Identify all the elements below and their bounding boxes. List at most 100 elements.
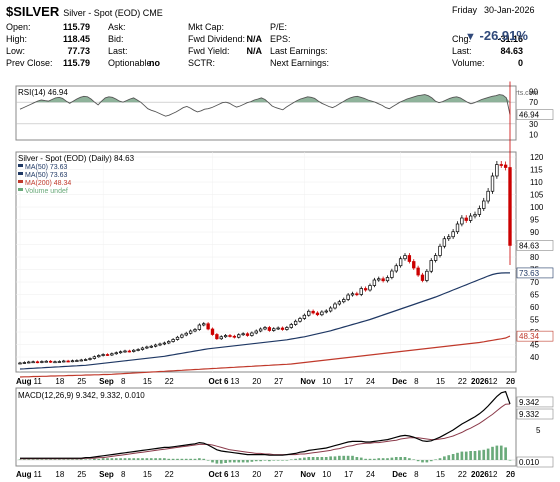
macd-x-axis-label: 27	[274, 470, 283, 479]
quote-label: Last:	[108, 46, 128, 56]
price-candle	[202, 323, 206, 326]
macd-histogram-bar	[193, 458, 197, 460]
quote-label: Open:	[6, 22, 31, 32]
price-candle	[350, 293, 355, 296]
x-axis-label: Dec	[392, 377, 407, 386]
macd-histogram-bar	[119, 458, 122, 460]
macd-histogram-bar	[241, 460, 245, 463]
x-axis-label: 26	[506, 377, 515, 386]
price-candle	[438, 245, 442, 256]
price-candle	[394, 265, 398, 272]
price-candle	[223, 335, 228, 338]
price-candle	[245, 333, 250, 336]
rsi-last-tag-box	[516, 109, 554, 120]
macd-histogram-bar	[167, 458, 171, 460]
quote-label: Chg:	[452, 34, 472, 44]
macd-histogram-bar	[44, 459, 48, 460]
price-candle	[355, 293, 359, 296]
rsi-line	[19, 94, 511, 117]
macd-histogram-bar	[49, 459, 52, 460]
macd-x-axis-label: 11	[34, 470, 43, 479]
macd-histogram-bar	[329, 456, 332, 460]
price-candle	[403, 255, 407, 260]
rsi-last-tag: 46.94	[519, 111, 540, 120]
macd-histogram-bar	[316, 457, 319, 460]
price-candle	[62, 360, 66, 363]
price-candle	[145, 346, 149, 349]
macd-histogram-bar	[307, 457, 311, 460]
price-candle	[276, 327, 280, 330]
macd-signal-tag: 9.332	[519, 410, 540, 419]
macd-histogram-bar	[136, 458, 140, 460]
price-candle	[53, 361, 57, 364]
legend-label: MA(50) 73.63	[25, 172, 68, 179]
quote-label: Last Earnings:	[270, 46, 328, 56]
quote-label: Ask:	[108, 22, 126, 32]
macd-last-tag: 9.342	[519, 398, 540, 407]
price-candle	[464, 217, 468, 221]
macd-histogram-bar	[508, 459, 512, 461]
rsi-tick-label: 30	[529, 120, 538, 129]
macd-histogram-bar	[254, 460, 258, 462]
price-candle	[495, 164, 499, 177]
macd-histogram-bar	[123, 458, 127, 460]
macd-x-axis-label: Sep	[99, 470, 114, 479]
price-tick-label: 95	[530, 216, 539, 225]
macd-histogram-bar	[394, 457, 398, 460]
macd-histogram-bar	[36, 459, 39, 460]
price-tick-label: 40	[530, 353, 539, 362]
macd-histogram-bar	[180, 458, 184, 460]
x-axis-label: Sep	[99, 377, 114, 386]
macd-histogram-bar	[132, 458, 136, 460]
macd-histogram-bar	[145, 458, 149, 460]
price-candle	[468, 215, 473, 221]
price-candle	[263, 327, 267, 330]
price-candle	[280, 327, 285, 330]
legend-label: MA(50) 73.63	[25, 164, 68, 171]
macd-histogram-bar	[364, 458, 367, 460]
x-axis-label: 8	[121, 377, 126, 386]
macd-histogram-bar	[499, 445, 503, 460]
x-axis-label: 27	[274, 377, 283, 386]
price-candle	[490, 175, 495, 192]
price-candle	[70, 360, 75, 363]
rsi-panel	[15, 85, 517, 141]
price-candle	[477, 208, 482, 215]
quote-label: Fwd Yield:	[188, 46, 230, 56]
price-candle	[22, 362, 27, 364]
macd-histogram-bar	[23, 459, 26, 460]
macd-histogram-bar	[473, 451, 477, 460]
macd-histogram-bar	[71, 459, 74, 460]
macd-histogram-bar	[294, 458, 297, 460]
macd-histogram-bar	[456, 452, 459, 460]
macd-histogram-bar	[298, 458, 302, 460]
x-axis-label: Oct 6	[209, 377, 230, 386]
ma200-last-tag: 48.34	[519, 332, 540, 341]
quote-value: 115.79	[62, 58, 90, 68]
macd-histogram-bar	[399, 457, 402, 460]
price-candle	[372, 279, 377, 286]
change-percent: ▼ -26.91%	[465, 28, 528, 43]
x-axis-label: 20	[252, 377, 261, 386]
price-candle	[118, 351, 123, 354]
price-candle	[285, 327, 289, 330]
quote-value: -31.16	[497, 34, 523, 44]
price-candle	[385, 277, 390, 282]
price-candle	[136, 349, 140, 351]
legend-label: Volume undef	[25, 188, 68, 195]
price-candle	[254, 330, 258, 334]
price-candle	[193, 329, 197, 332]
macd-histogram-bar	[66, 459, 70, 460]
quote-label: Optionable:	[108, 58, 155, 68]
price-candle	[79, 359, 83, 362]
quote-header: $SILVER Silver - Spot (EOD) CME Open: 115.…	[0, 0, 560, 80]
macd-histogram-bar	[447, 455, 451, 460]
price-last-tag-box	[516, 240, 554, 251]
price-candle	[175, 336, 180, 340]
macd-histogram-bar	[377, 458, 381, 460]
price-candle	[302, 314, 307, 319]
quote-value: 77.73	[67, 46, 90, 56]
macd-histogram-bar	[128, 458, 131, 460]
quote-label: Next Earnings:	[270, 58, 330, 68]
price-candle	[101, 354, 105, 356]
